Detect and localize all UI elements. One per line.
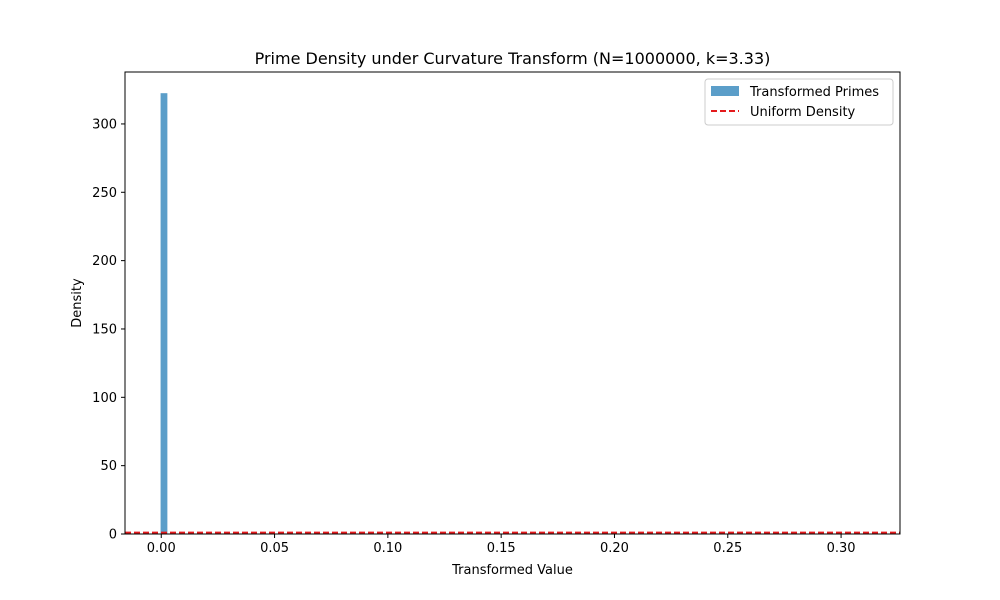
- x-tick-label: 0.20: [600, 541, 629, 556]
- legend-box: [704, 78, 894, 126]
- legend-label-uniform-density: Uniform Density: [750, 105, 856, 120]
- x-tick-label: 0.30: [827, 541, 856, 556]
- y-axis-label: Density: [70, 278, 85, 328]
- x-axis-label: Transformed Value: [451, 563, 573, 578]
- histogram-bar-0: [160, 93, 168, 534]
- x-tick-label: 0.25: [713, 541, 742, 556]
- x-tick-label: 0.05: [260, 541, 289, 556]
- y-tick-label: 250: [92, 186, 117, 201]
- legend-label-transformed-primes: Transformed Primes: [749, 85, 879, 100]
- plot-area: [125, 93, 900, 534]
- legend-swatch-transformed-primes: [711, 86, 739, 96]
- x-tick-label: 0.10: [373, 541, 402, 556]
- chart-title: Prime Density under Curvature Transform …: [255, 49, 771, 68]
- x-tick-label: 0.00: [147, 541, 176, 556]
- y-tick-label: 300: [92, 117, 117, 132]
- y-tick-label: 100: [92, 391, 117, 406]
- legend: Transformed Primes Uniform Density: [704, 78, 894, 126]
- y-axis: 0 50 100 150 200 250 300: [92, 117, 125, 543]
- y-tick-label: 150: [92, 322, 117, 337]
- y-tick-label: 50: [100, 459, 117, 474]
- y-tick-label: 0: [109, 528, 117, 543]
- axes-frame: [124, 71, 901, 535]
- x-tick-label: 0.15: [487, 541, 516, 556]
- y-tick-label: 200: [92, 254, 117, 269]
- x-axis: 0.00 0.05 0.10 0.15 0.20 0.25 0.30: [147, 534, 856, 556]
